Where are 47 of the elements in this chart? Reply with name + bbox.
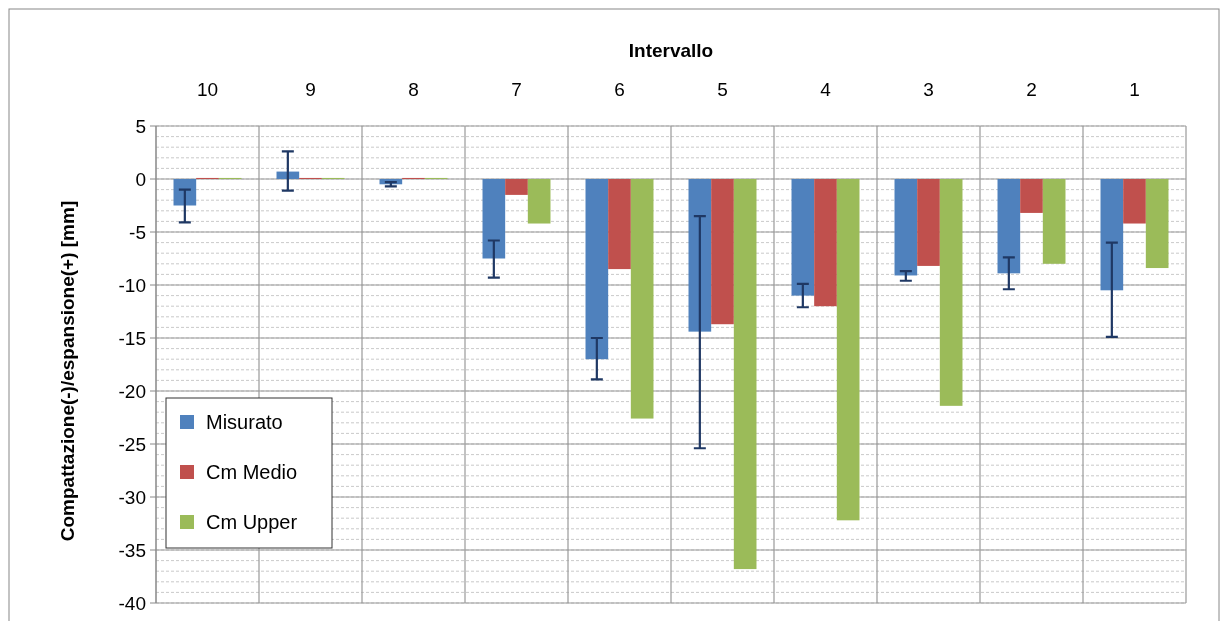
y-tick-label: 0 (135, 168, 146, 190)
bar (733, 179, 757, 570)
bar (894, 179, 918, 276)
y-tick-label: -5 (129, 221, 146, 243)
bar (1020, 179, 1043, 213)
x-tick-label: 8 (408, 79, 419, 100)
bar (482, 179, 506, 259)
bar (608, 179, 631, 270)
bar (814, 179, 837, 307)
y-tick-label: -35 (118, 539, 146, 561)
bar (997, 179, 1021, 274)
y-tick-label: -15 (118, 327, 146, 349)
bar (1100, 179, 1124, 291)
bar (630, 179, 654, 419)
x-tick-label: 7 (511, 79, 522, 100)
y-tick-label: 5 (135, 115, 146, 137)
bar (688, 179, 712, 332)
bar (527, 179, 551, 224)
legend-label: Misurato (206, 411, 283, 433)
x-tick-label: 1 (1129, 79, 1140, 100)
x-tick-label: 5 (717, 79, 728, 100)
y-axis-title: Compattazione(-)/espansione(+) [mm] (57, 200, 78, 542)
legend-label: Cm Upper (206, 511, 298, 533)
bar (711, 179, 734, 325)
bar (505, 179, 528, 195)
y-tick-label: -20 (118, 380, 146, 402)
legend-label: Cm Medio (206, 461, 298, 483)
x-axis-title: Intervallo (628, 40, 714, 61)
bar (173, 179, 197, 206)
x-tick-label: 3 (923, 79, 934, 100)
bar (1042, 179, 1066, 264)
x-tick-label: 6 (614, 79, 625, 100)
x-tick-label: 2 (1026, 79, 1037, 100)
bar (836, 179, 860, 521)
y-tick-label: -40 (118, 592, 146, 614)
y-tick-label: -30 (118, 486, 146, 508)
bar (1123, 179, 1146, 224)
bar (791, 179, 815, 296)
x-tick-label: 4 (820, 79, 832, 100)
bar (939, 179, 963, 406)
x-tick-label: 9 (305, 79, 316, 100)
y-tick-label: -25 (118, 433, 146, 455)
bar (1145, 179, 1169, 269)
bar (917, 179, 940, 266)
y-tick-label: -10 (118, 274, 146, 296)
bar (585, 179, 609, 360)
x-tick-label: 10 (196, 79, 219, 100)
